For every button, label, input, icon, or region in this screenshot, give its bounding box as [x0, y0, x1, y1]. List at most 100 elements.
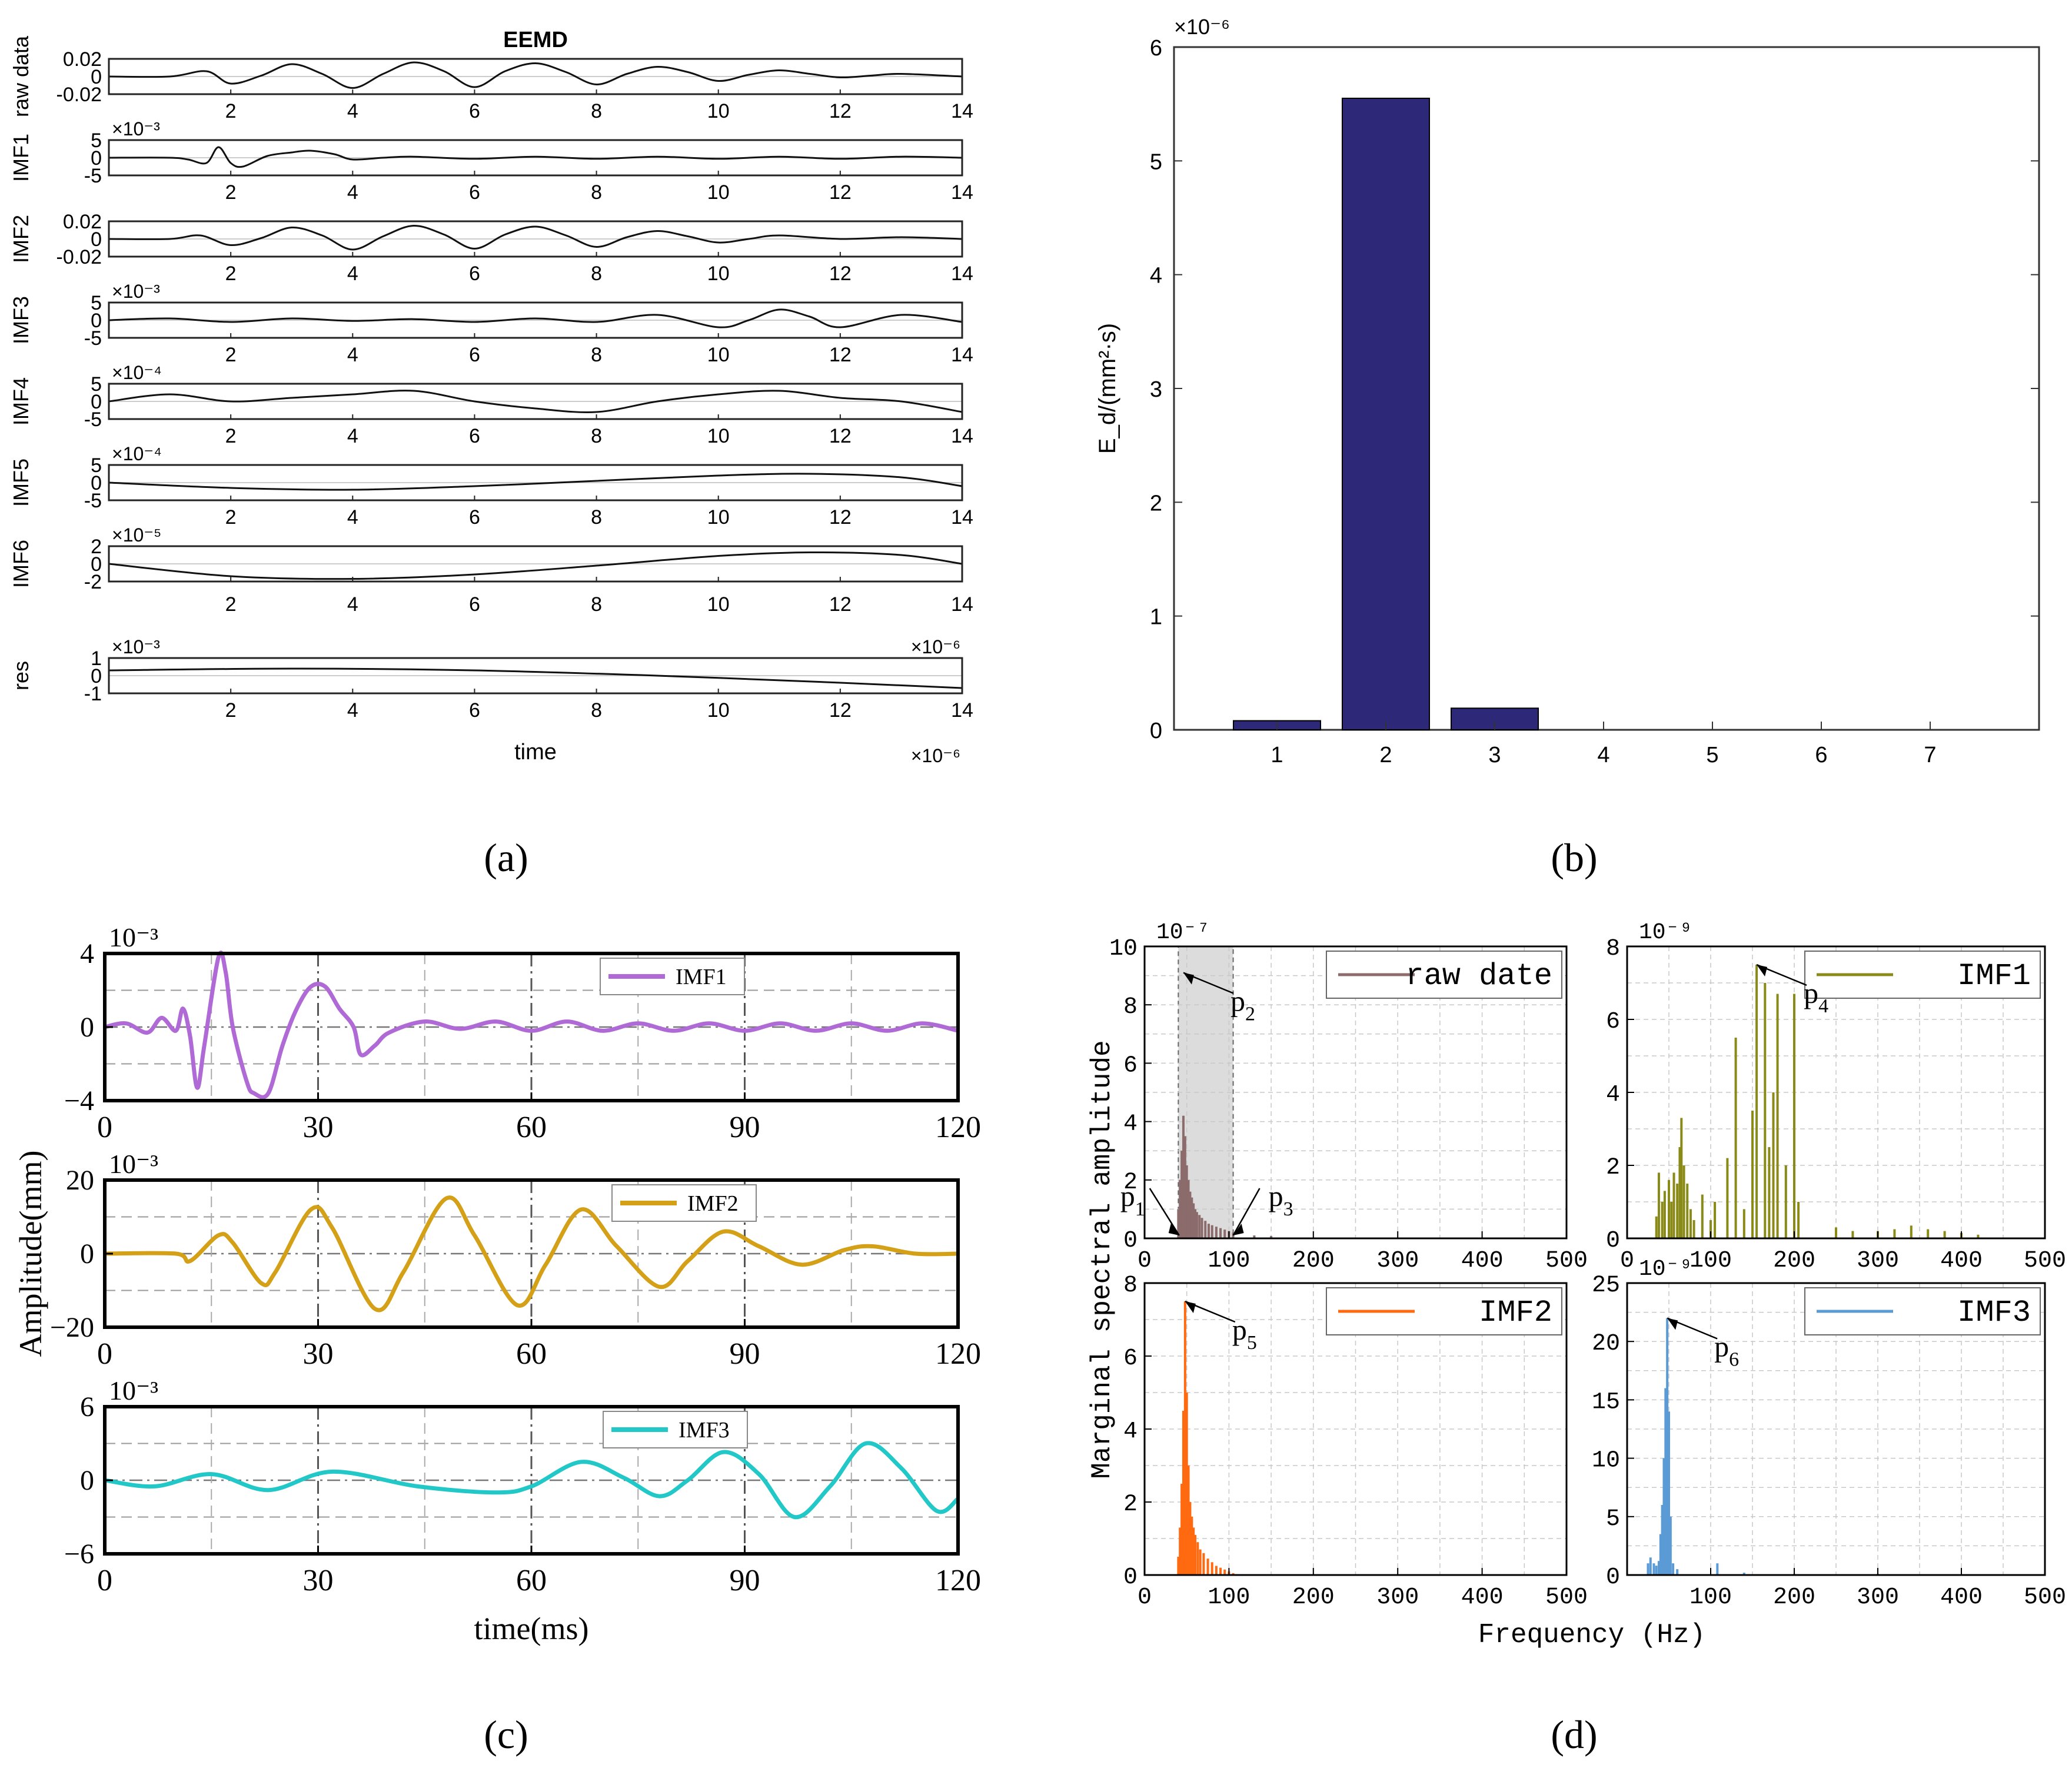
eemd-xtick-label: 14 [951, 506, 973, 529]
bar-ytick-label: 0 [1150, 719, 1162, 743]
spectrum-bar [1686, 1184, 1689, 1238]
spectrum-bar [1185, 1393, 1188, 1575]
bar-xtick-label: 1 [1271, 743, 1283, 767]
spectrum-bar [1661, 1504, 1664, 1575]
spectrum-xtick-label: 0 [1138, 1248, 1152, 1274]
eemd-ytick-label: 0 [91, 391, 102, 413]
spectrum-ytick-label: 10 [1592, 1448, 1620, 1474]
spectrum-ytick-label: 8 [1606, 936, 1620, 962]
spectrum-ytick-label: 10 [1109, 936, 1138, 962]
spectrum-ytick-label: 5 [1606, 1506, 1620, 1533]
eemd-axes-frame [108, 301, 963, 339]
imf-ytick-label: 6 [80, 1391, 94, 1423]
eemd-xtick-label: 4 [347, 506, 358, 529]
spectrum-bar [1680, 1118, 1683, 1238]
imf-xtick-label: 30 [303, 1111, 334, 1144]
spectrum-xtick-label: 0 [1620, 1248, 1634, 1274]
eemd-xtick-label: 10 [707, 593, 730, 616]
spectrum-bar [1192, 1203, 1195, 1238]
spectrum-xtick-label: 400 [1461, 1248, 1504, 1274]
eemd-ytick-label: 0 [91, 310, 102, 332]
eemd-ytick-label: -0.02 [56, 84, 102, 106]
eemd-xtick-label: 10 [707, 344, 730, 366]
spectrum-xtick-label: 200 [1292, 1248, 1335, 1274]
eemd-row-label: IMF5 [9, 458, 33, 507]
spectrum-ytick-label: 4 [1123, 1111, 1138, 1138]
panel-b-bar-chart: 0 1 2 3 4 5 6 ×10⁻⁶ 1 2 3 4 5 6 7 E_d/(mm²·s) [1095, 15, 2040, 767]
eemd-xtick-label: 10 [707, 263, 730, 285]
spectrum-bar [1668, 1411, 1670, 1575]
spectrum-bar [1183, 1301, 1186, 1575]
bar-ytick-label: 2 [1150, 491, 1162, 516]
eemd-ytick-label: 0 [91, 66, 102, 88]
eemd-xtick-label: 6 [469, 100, 480, 122]
spectrum-xtick-label: 100 [1689, 1248, 1732, 1274]
eemd-series-line-IMF5 [108, 473, 963, 491]
annotation-subscript: 4 [1818, 995, 1828, 1017]
spectrum-bar [1196, 1542, 1199, 1575]
spectrum-bar [1664, 1388, 1667, 1575]
spectrum-bar [1223, 1569, 1226, 1575]
spectrum-bar [1232, 1573, 1235, 1575]
spectrum-bar [1657, 1561, 1660, 1575]
spectrum-bar [1177, 1209, 1180, 1238]
eemd-row-raw-data: 0.020-0.02 raw data 2 4 6 8 10 12 14 [9, 35, 973, 122]
spectrum-ytick-label: 6 [1606, 1009, 1620, 1035]
spectrum-ytick-label: 8 [1123, 1272, 1138, 1299]
eemd-ytick-label: 1 [91, 647, 102, 670]
spectrum-xtick-label: 400 [1461, 1584, 1504, 1611]
spectrum-bar [1716, 1563, 1719, 1575]
annotation-label: p4 [1804, 976, 1828, 1017]
eemd-xtick-label: 4 [347, 344, 358, 366]
imf-ytick-label: 20 [66, 1165, 94, 1196]
eemd-series-line-res [108, 667, 963, 689]
annotation-label: p1 [1120, 1179, 1145, 1220]
eemd-row-IMF2: 0.020-0.02 IMF2 2 4 6 8 10 12 14 [9, 211, 973, 285]
eemd-xtick-label: 2 [225, 506, 237, 529]
bar-xtick-label: 3 [1488, 743, 1501, 767]
spectrum-axes-frame [1143, 945, 1568, 1240]
eemd-xtick-label: 12 [829, 263, 852, 285]
spectrum-bar [1204, 1221, 1207, 1238]
bar-axes-frame [1173, 46, 2040, 731]
eemd-axes-frame [108, 220, 963, 258]
bar-ytick-label: 4 [1150, 264, 1162, 288]
imf-xtick-label: 90 [730, 1337, 760, 1371]
spectrum-xtick-label: 500 [2024, 1584, 2066, 1611]
imf-xtick-label: 0 [97, 1337, 112, 1371]
eemd-ytick-label: 0 [91, 665, 102, 687]
imf-xtick-label: 120 [935, 1564, 981, 1597]
eemd-ytick-label: -0.02 [56, 246, 102, 268]
eemd-row-IMF1: 50-5 IMF1 ×10⁻³ 2 4 6 8 10 12 14 [9, 118, 973, 204]
eemd-xtick-label: 4 [347, 593, 358, 616]
eemd-xtick-label: 6 [469, 263, 480, 285]
eemd-ytick-label: -5 [84, 327, 102, 350]
bar-xtick-label: 5 [1706, 743, 1718, 767]
imf-xtick-label: 30 [303, 1337, 334, 1371]
imf-ytick-label: −4 [64, 1085, 94, 1117]
eemd-xtick-label: 14 [951, 100, 973, 122]
imf-xtick-label: 60 [516, 1337, 547, 1371]
legend-label: IMF1 [676, 965, 727, 989]
spectrum-bar [1180, 1484, 1183, 1575]
imf-xtick-label: 90 [730, 1564, 760, 1597]
eemd-ytick-label: 0 [91, 553, 102, 576]
spectrum-bar [1726, 1158, 1729, 1238]
spectrum-bar [1797, 1202, 1800, 1238]
spectrum-xtick-label: 300 [1376, 1248, 1419, 1274]
bar-xtick-label: 7 [1924, 743, 1936, 767]
spectrum-xtick-label: 0 [1138, 1584, 1152, 1611]
spectrum-axes-frame [1626, 1282, 2046, 1576]
spectrum-bar [1182, 1115, 1185, 1238]
eemd-series-line-IMF2 [108, 224, 963, 251]
spectrum-bar [1927, 1229, 1930, 1238]
annotation-subscript: 5 [1247, 1332, 1257, 1354]
spectrum-bar [1714, 1202, 1717, 1238]
spectrum-ytick-label: 0 [1123, 1228, 1138, 1254]
caption-b: (b) [1551, 835, 1597, 880]
spectrum-ytick-label: 8 [1123, 994, 1138, 1021]
eemd-axes-frame [108, 383, 963, 420]
